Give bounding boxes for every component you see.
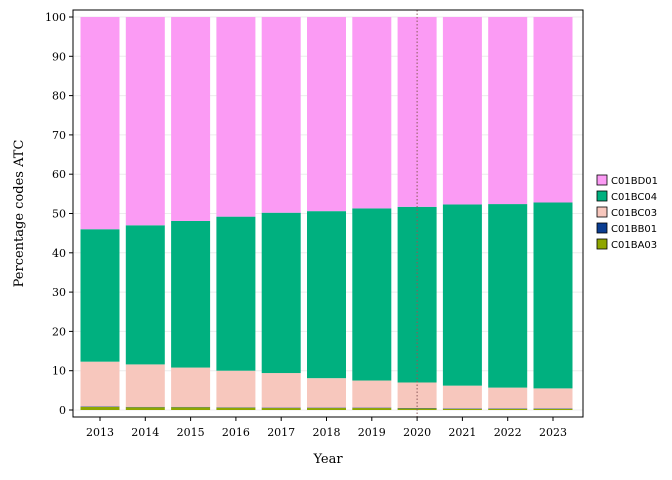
x-tick-label: 2015 <box>177 426 205 439</box>
y-tick-label: 60 <box>52 168 66 181</box>
x-tick-label: 2022 <box>494 426 522 439</box>
bar-c01bd01-2014 <box>125 17 165 226</box>
bar-c01bc04-2018 <box>307 211 346 379</box>
y-tick-label: 0 <box>59 404 66 417</box>
legend-swatch-c01ba03 <box>596 238 608 250</box>
y-tick-label: 50 <box>52 208 66 221</box>
x-tick-label: 2021 <box>448 426 476 439</box>
bar-c01bc03-2022 <box>488 387 528 409</box>
y-tick-label: 40 <box>52 247 66 260</box>
y-tick-label: 100 <box>45 11 66 24</box>
bar-c01bc03-2017 <box>261 373 301 408</box>
bar-c01bd01-2019 <box>352 17 392 209</box>
bar-c01bd01-2013 <box>80 17 120 230</box>
y-tick-label: 30 <box>52 286 66 299</box>
bar-c01bc04-2015 <box>171 220 211 368</box>
y-tick-label: 10 <box>52 365 66 378</box>
legend-swatch-c01bd01 <box>596 174 608 186</box>
bar-c01bc03-2016 <box>216 370 256 408</box>
bar-c01ba03-2019 <box>352 408 392 410</box>
bar-c01bc04-2022 <box>488 204 528 388</box>
legend: C01BD01 C01BC04 C01BC03 C01BB01 C01BA03 <box>596 174 658 251</box>
x-axis: 2013 2014 2015 2016 2017 2018 2019 2020 2021 2022… <box>86 417 567 439</box>
bar-c01ba03-2021 <box>442 408 482 410</box>
legend-label-c01bb01: C01BB01 <box>611 224 657 235</box>
bar-c01bc03-2014 <box>125 364 165 407</box>
bar-c01ba03-2023 <box>533 408 573 410</box>
bar-c01bd01-2017 <box>261 17 301 213</box>
legend-label-c01bc04: C01BC04 <box>611 192 657 203</box>
bar-c01bc03-2013 <box>80 361 120 407</box>
bar-c01bc03-2021 <box>442 385 482 409</box>
y-tick-label: 20 <box>52 325 66 338</box>
bar-c01bd01-2021 <box>442 17 482 205</box>
x-tick-label: 2013 <box>86 426 114 439</box>
x-tick-label: 2016 <box>222 426 250 439</box>
bar-c01bd01-2016 <box>216 17 256 217</box>
legend-swatch-c01bc04 <box>596 190 608 202</box>
bars-group <box>80 17 573 410</box>
x-tick-label: 2014 <box>131 426 159 439</box>
bar-c01bc04-2014 <box>125 225 165 365</box>
bar-c01bc04-2023 <box>533 202 573 389</box>
bar-c01bd01-2023 <box>533 17 573 203</box>
x-axis-title: Year <box>312 452 343 467</box>
bar-c01bc03-2015 <box>171 367 211 407</box>
bar-c01ba03-2017 <box>261 408 301 410</box>
bar-c01ba03-2018 <box>307 408 346 410</box>
bar-c01bd01-2022 <box>488 17 528 205</box>
x-tick-label: 2023 <box>539 426 567 439</box>
bar-c01ba03-2013 <box>80 406 120 410</box>
bar-c01ba03-2016 <box>216 407 256 410</box>
y-axis-title: Percentage codes ATC <box>12 140 27 288</box>
bar-c01bd01-2018 <box>307 17 346 212</box>
legend-label-c01ba03: C01BA03 <box>611 240 657 251</box>
bar-c01bc04-2019 <box>352 208 392 381</box>
bar-c01bc04-2016 <box>216 216 256 371</box>
y-tick-label: 90 <box>52 50 66 63</box>
y-tick-label: 80 <box>52 90 66 103</box>
x-tick-label: 2019 <box>358 426 386 439</box>
legend-label-c01bd01: C01BD01 <box>611 176 658 187</box>
bar-c01bc03-2019 <box>352 380 392 408</box>
x-tick-label: 2018 <box>313 426 341 439</box>
bar-c01bc04-2017 <box>261 212 301 374</box>
y-axis: 0 10 20 30 40 50 60 70 80 90 100 <box>45 11 73 417</box>
bar-c01bc04-2013 <box>80 229 120 362</box>
bar-c01bc04-2021 <box>442 204 482 386</box>
bar-c01ba03-2014 <box>125 407 165 410</box>
bar-c01ba03-2022 <box>488 408 528 410</box>
x-tick-label: 2017 <box>267 426 295 439</box>
bar-c01bd01-2015 <box>171 17 211 221</box>
legend-swatch-c01bb01 <box>596 222 608 234</box>
legend-swatch-c01bc03 <box>596 206 608 218</box>
bar-c01ba03-2015 <box>171 407 211 410</box>
y-tick-label: 70 <box>52 129 66 142</box>
bar-c01bc03-2018 <box>307 378 346 408</box>
bar-c01bc03-2023 <box>533 388 573 409</box>
x-tick-label: 2020 <box>403 426 431 439</box>
legend-label-c01bc03: C01BC03 <box>611 208 657 219</box>
